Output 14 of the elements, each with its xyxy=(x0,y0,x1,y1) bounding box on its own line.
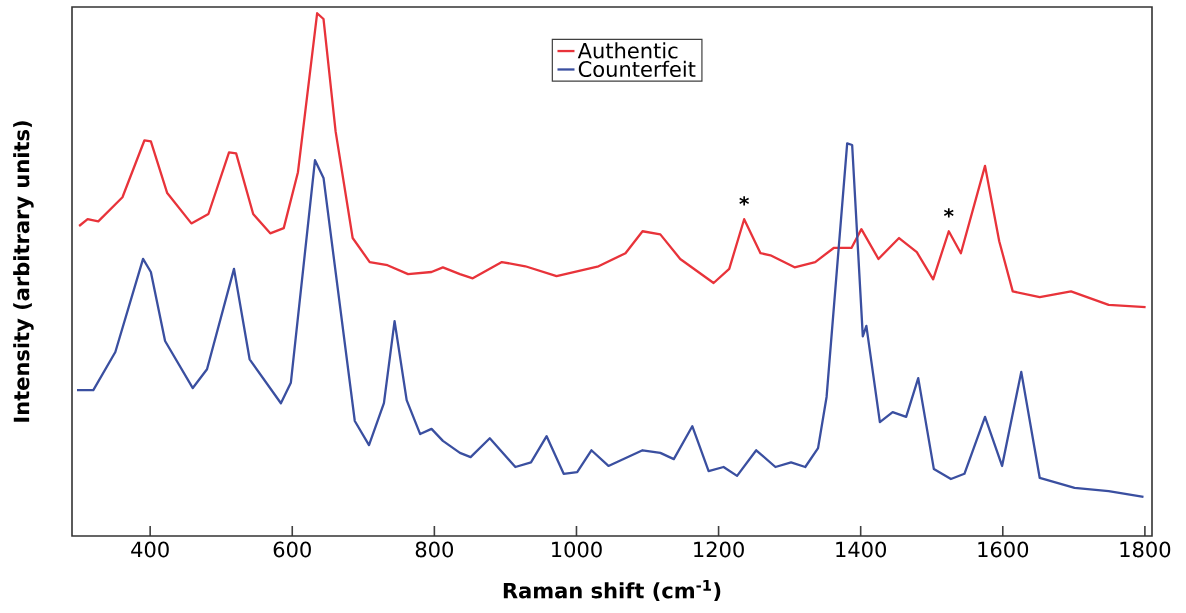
x-tick-label: 1000 xyxy=(552,541,602,558)
annotation: * xyxy=(943,208,954,218)
x-tick-label: 400 xyxy=(131,541,169,558)
x-tick-label: 1600 xyxy=(978,541,1029,558)
x-tick-label: 1800 xyxy=(1120,541,1171,558)
x-axis-title: Raman shift (cm$^{-1}$) xyxy=(503,579,721,601)
legend-label: Counterfeit xyxy=(578,60,696,78)
x-tick-label: 1200 xyxy=(694,541,744,558)
x-tick-label: 600 xyxy=(273,541,311,558)
y-axis-title: Intensity (arbitrary units) xyxy=(13,121,34,422)
legend-label: Authentic xyxy=(577,42,678,59)
x-tick-label: 800 xyxy=(415,541,454,558)
annotation: * xyxy=(739,196,749,206)
x-tick-label: 1400 xyxy=(836,541,886,558)
